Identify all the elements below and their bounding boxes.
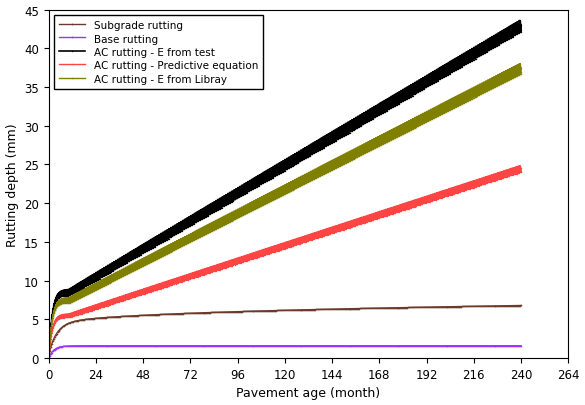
- AC rutting - Predictive equation: [518, 166, 525, 171]
- AC rutting - E from test: [518, 23, 525, 28]
- Base rutting: [204, 343, 211, 348]
- AC rutting - E from Libray: [518, 66, 525, 71]
- AC rutting - E from Libray: [45, 356, 52, 361]
- AC rutting - E from Libray: [86, 286, 93, 291]
- Line: AC rutting - E from Libray: AC rutting - E from Libray: [47, 63, 522, 360]
- X-axis label: Pavement age (month): Pavement age (month): [236, 386, 380, 399]
- Subgrade rutting: [45, 356, 52, 361]
- AC rutting - E from Libray: [387, 136, 394, 141]
- Subgrade rutting: [451, 305, 458, 309]
- Base rutting: [386, 343, 393, 348]
- AC rutting - E from test: [209, 209, 216, 213]
- AC rutting - E from test: [381, 105, 388, 110]
- AC rutting - E from test: [517, 19, 524, 24]
- Line: AC rutting - Predictive equation: AC rutting - Predictive equation: [48, 166, 522, 359]
- AC rutting - Predictive equation: [517, 164, 524, 169]
- AC rutting - Predictive equation: [219, 265, 226, 270]
- Y-axis label: Rutting depth (mm): Rutting depth (mm): [5, 123, 19, 246]
- Subgrade rutting: [385, 306, 392, 311]
- Base rutting: [518, 343, 525, 348]
- Subgrade rutting: [335, 307, 342, 311]
- AC rutting - Predictive equation: [209, 269, 216, 273]
- Base rutting: [178, 343, 185, 348]
- Line: AC rutting - E from test: AC rutting - E from test: [48, 21, 522, 359]
- AC rutting - E from test: [45, 356, 52, 361]
- AC rutting - E from Libray: [517, 62, 524, 67]
- AC rutting - Predictive equation: [381, 211, 388, 216]
- AC rutting - E from Libray: [440, 107, 447, 111]
- Line: Subgrade rutting: Subgrade rutting: [48, 305, 522, 359]
- AC rutting - Predictive equation: [86, 306, 93, 311]
- AC rutting - E from Libray: [219, 222, 226, 227]
- Base rutting: [336, 343, 343, 348]
- Base rutting: [452, 343, 459, 348]
- AC rutting - E from Libray: [381, 136, 388, 141]
- Base rutting: [229, 343, 236, 348]
- AC rutting - Predictive equation: [387, 211, 394, 216]
- Line: Base rutting: Base rutting: [48, 345, 522, 359]
- Subgrade rutting: [204, 310, 211, 315]
- AC rutting - E from test: [387, 104, 394, 109]
- AC rutting - Predictive equation: [45, 356, 52, 361]
- AC rutting - E from Libray: [209, 227, 216, 232]
- AC rutting - E from test: [86, 277, 93, 281]
- AC rutting - E from test: [440, 70, 447, 75]
- AC rutting - E from test: [219, 202, 226, 207]
- Subgrade rutting: [312, 307, 319, 312]
- Base rutting: [45, 356, 52, 361]
- Legend: Subgrade rutting, Base rutting, AC rutting - E from test, AC rutting - Predictiv: Subgrade rutting, Base rutting, AC rutti…: [54, 16, 263, 90]
- AC rutting - Predictive equation: [440, 192, 447, 197]
- Base rutting: [312, 343, 319, 348]
- Subgrade rutting: [178, 311, 185, 316]
- Subgrade rutting: [518, 303, 525, 308]
